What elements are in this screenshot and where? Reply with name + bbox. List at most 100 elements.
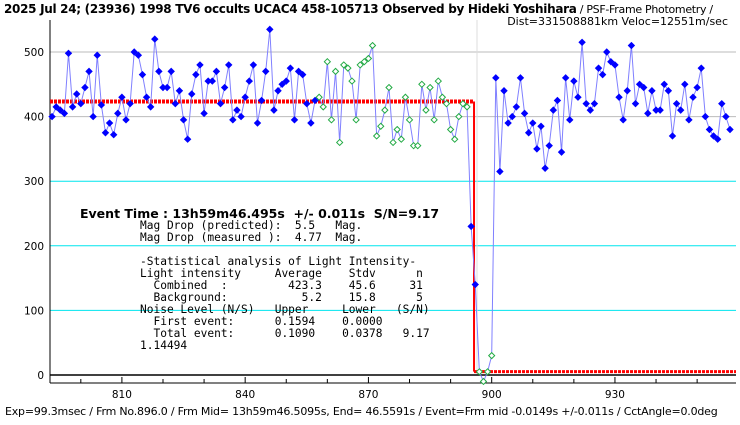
data-point (627, 41, 636, 50)
data-point (183, 135, 192, 143)
data-point (619, 116, 627, 124)
data-point (101, 129, 110, 137)
data-point (582, 99, 590, 108)
data-point (163, 83, 171, 92)
data-point (529, 119, 537, 127)
data-point (442, 99, 451, 108)
data-point (508, 112, 516, 121)
data-point (241, 93, 249, 101)
event-time: Event Time : 13h59m46.495s +/- 0.011s S/… (80, 206, 440, 221)
data-point (496, 167, 504, 176)
data-point (418, 80, 426, 89)
data-point (270, 106, 278, 114)
data-point (718, 99, 726, 108)
data-point (709, 132, 718, 140)
chart-title: 2025 Jul 24; (23936) 1998 TV6 occults UC… (4, 2, 713, 16)
data-point (611, 61, 619, 69)
title-sub: / PSF-Frame Photometry / (576, 3, 713, 16)
data-point (303, 99, 311, 108)
data-point (130, 48, 138, 56)
data-point (660, 80, 668, 89)
data-point (307, 119, 315, 127)
data-point (463, 103, 471, 111)
data-point (262, 67, 270, 76)
data-point (516, 74, 525, 82)
data-point (175, 87, 184, 95)
data-point (438, 93, 447, 101)
data-point (179, 116, 188, 124)
data-point (500, 87, 508, 95)
data-point (434, 77, 442, 85)
stats-line: Noise Level (N/S) Upper Lower (S/N) (140, 303, 430, 316)
data-point (68, 103, 77, 111)
data-point (557, 148, 566, 156)
data-point (188, 90, 196, 98)
data-point (155, 67, 163, 76)
y-tick-label: 200 (24, 241, 44, 253)
data-point (348, 77, 356, 85)
y-tick-label: 300 (24, 176, 44, 188)
data-point (570, 77, 578, 85)
y-tick-label: 100 (24, 305, 44, 317)
data-point (233, 106, 241, 114)
data-point (368, 41, 377, 50)
data-point (648, 87, 656, 95)
data-point (479, 377, 488, 386)
x-tick-label: 900 (482, 389, 502, 401)
data-point (586, 106, 595, 114)
data-point (134, 51, 143, 59)
stats-line: Combined : 423.3 45.6 31 (140, 279, 423, 292)
data-point (533, 145, 541, 153)
data-point (356, 61, 364, 69)
data-point (249, 61, 258, 69)
stats-line: Mag Drop (measured ): 4.77 Mag. (140, 231, 363, 244)
data-point (574, 93, 582, 101)
data-point (389, 138, 397, 147)
data-point (594, 64, 603, 72)
data-point (319, 103, 327, 111)
data-point (672, 99, 681, 108)
stats-line: Background: 5.2 15.8 5 (140, 291, 423, 304)
data-point (266, 25, 274, 34)
data-point (705, 125, 714, 134)
data-point (475, 368, 484, 376)
data-point (340, 61, 348, 69)
data-point (697, 64, 705, 72)
data-point (549, 106, 558, 114)
data-point (372, 132, 381, 140)
data-point (590, 99, 599, 108)
data-point (282, 77, 290, 85)
stats-line: First event: 0.1594 0.0000 (140, 315, 383, 328)
data-point (290, 116, 299, 124)
data-point (212, 67, 221, 76)
data-point (192, 70, 200, 79)
data-point (48, 112, 56, 121)
data-point (598, 70, 607, 79)
data-point (722, 112, 730, 121)
data-point (331, 67, 340, 76)
data-point (377, 122, 385, 130)
data-point (393, 125, 401, 134)
data-point (512, 103, 521, 111)
data-point (426, 83, 434, 92)
y-tick-label: 500 (24, 47, 44, 59)
data-point (352, 116, 360, 124)
data-point (142, 93, 151, 101)
data-point (541, 164, 549, 172)
data-point (216, 99, 225, 108)
data-point (298, 70, 307, 79)
statistics-block: Mag Drop (predicted): 5.5 Mag. Mag Drop (… (140, 220, 430, 352)
stats-line: -Statistical analysis of Light Intensity… (140, 255, 417, 268)
data-point (167, 67, 175, 76)
data-point (656, 106, 664, 114)
data-point (414, 141, 422, 150)
x-tick-label: 840 (235, 389, 255, 401)
data-point (701, 112, 710, 121)
data-point (635, 80, 644, 89)
data-point (430, 116, 438, 124)
data-point (151, 35, 159, 43)
data-point (208, 77, 217, 85)
data-point (323, 57, 332, 66)
data-point (467, 222, 475, 231)
data-point (492, 74, 500, 82)
